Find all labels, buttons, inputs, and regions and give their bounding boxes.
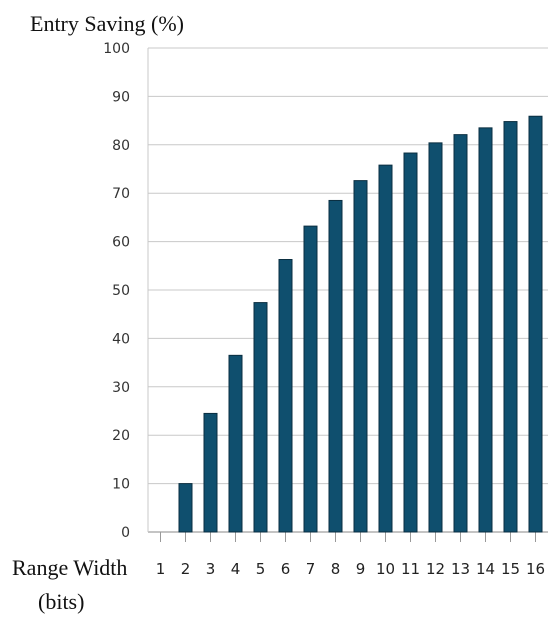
x-tick-label: 7 [306,560,316,578]
bar-series [178,115,543,533]
bar-12 [428,142,443,533]
bar-14 [478,127,493,533]
x-tick-label: 5 [256,560,266,578]
y-tick-label: 20 [112,428,130,444]
y-tick-label: 50 [112,283,130,299]
y-tick-label: 70 [112,186,130,202]
bar-5 [253,302,268,533]
x-tick-label: 6 [281,560,291,578]
bar-6 [278,259,293,533]
bar-10 [378,164,393,533]
x-axis-label: Range Width [12,555,127,580]
x-tick-label: 13 [451,560,470,578]
bar-15 [503,121,518,533]
bar-13 [453,134,468,533]
bar-7 [303,225,318,533]
y-axis-ticks: 0 10 20 30 40 50 60 70 80 90 100 [103,41,130,541]
y-tick-label: 40 [112,331,130,347]
bar-3 [203,412,218,533]
bar-11 [403,152,418,533]
x-tick-label: 15 [501,560,520,578]
x-axis-unit: (bits) [38,589,84,614]
x-tick-label: 2 [181,560,191,578]
bar-4 [228,354,243,533]
y-tick-label: 60 [112,235,130,251]
x-tick-label: 9 [356,560,366,578]
y-tick-label: 80 [112,138,130,154]
y-tick-label: 30 [112,380,130,396]
bar-9 [353,180,368,533]
x-tick-label: 11 [401,560,420,578]
y-tick-label: 10 [112,477,130,493]
y-tick-label: 100 [103,41,130,57]
x-tick-label: 3 [206,560,216,578]
bar-16 [528,115,543,533]
bar-8 [328,199,343,533]
x-tick-label: 16 [526,560,545,578]
x-tick-label: 4 [231,560,241,578]
x-tick-label: 1 [156,560,166,578]
y-axis-label: Entry Saving (%) [30,11,184,36]
bar-2 [178,483,193,533]
x-axis-ticks: 1 2 3 4 5 6 7 8 9 10 11 12 13 14 15 16 [156,532,545,578]
x-tick-label: 12 [426,560,445,578]
x-tick-label: 10 [376,560,395,578]
y-tick-label: 0 [121,525,130,541]
x-tick-label: 14 [476,560,495,578]
y-tick-label: 90 [112,89,130,105]
x-tick-label: 8 [331,560,341,578]
